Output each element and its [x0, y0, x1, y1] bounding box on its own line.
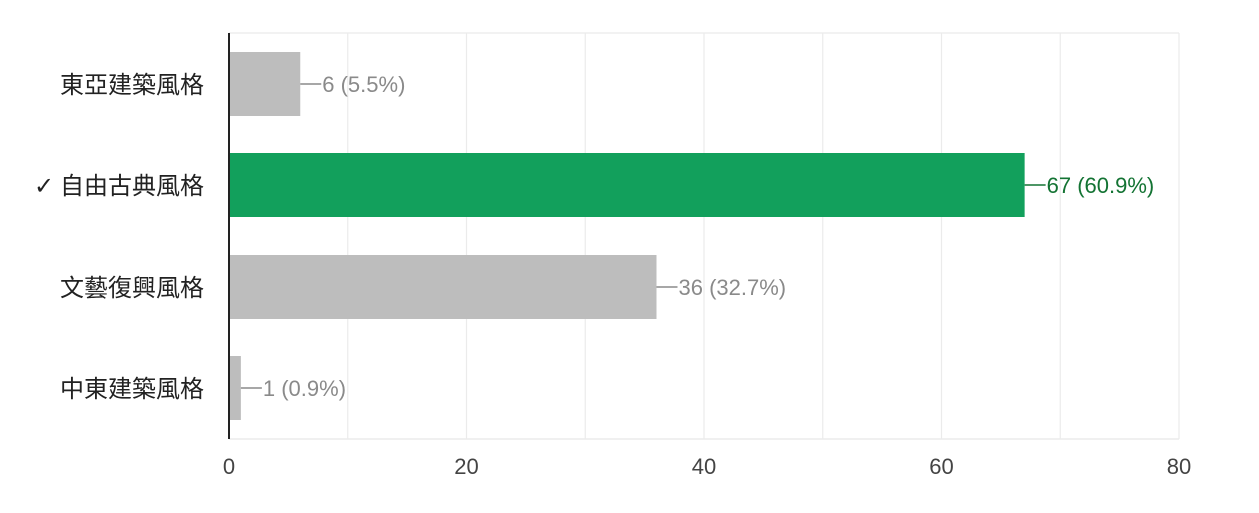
x-tick-label-5: 80: [1167, 454, 1191, 479]
data-label-1: 6 (5.5%): [322, 72, 405, 97]
correct-check-icon: ✓: [34, 173, 54, 200]
category-label-4: 中東建築風格: [60, 376, 204, 403]
grid-layer: [229, 32, 1180, 440]
category-label-1: 東亞建築風格: [60, 72, 204, 99]
bar-4: [229, 356, 241, 420]
label-layer: 6 (5.5%) 東亞建築風格 67 (60.9%) 自由古典風格✓ 36 (32.7%…: [34, 72, 1154, 403]
category-label-3: 文藝復興風格: [60, 275, 204, 302]
x-tick-label-1: 0: [223, 454, 235, 479]
data-label-3: 36 (32.7%): [679, 275, 787, 300]
data-label-4: 1 (0.9%): [263, 376, 346, 401]
axis-layer: 0 20 40 60 80: [223, 33, 1191, 479]
bar-1: [229, 52, 301, 116]
data-label-2: 67 (60.9%): [1047, 173, 1155, 198]
x-tick-label-4: 60: [929, 454, 953, 479]
bar-2: [229, 153, 1025, 217]
x-tick-label-2: 20: [454, 454, 478, 479]
x-tick-label-3: 40: [692, 454, 716, 479]
bar-layer: [229, 52, 1025, 420]
category-label-2: 自由古典風格: [60, 173, 204, 200]
bar-3: [229, 255, 657, 319]
